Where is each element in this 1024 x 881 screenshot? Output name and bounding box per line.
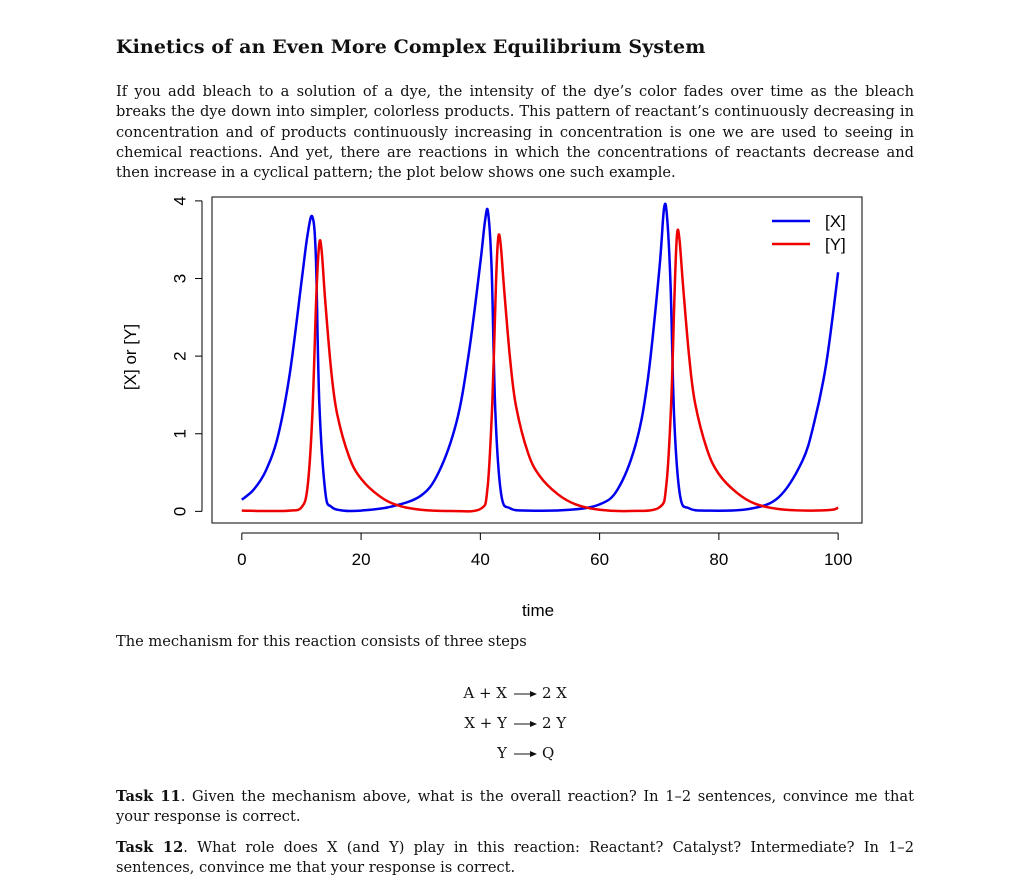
task-11: Task 11. Given the mechanism above, what…: [116, 787, 914, 828]
legend-label-x: [X]: [825, 212, 846, 231]
step-3-products: Q: [542, 744, 555, 762]
y-tick-label: 4: [171, 196, 190, 205]
task-12-label: Task 12: [116, 839, 184, 856]
reaction-arrow-icon: [514, 751, 537, 757]
y-axis: 0 1 2 3 4: [171, 196, 203, 516]
mechanism-intro: The mechanism for this reaction consists…: [116, 633, 527, 650]
legend: [X] [Y]: [772, 212, 846, 254]
x-tick-label: 0: [237, 550, 246, 569]
x-axis: 0 20 40 60 80 100: [237, 532, 852, 569]
reaction-arrow-icon: [514, 691, 537, 697]
x-tick-label: 40: [471, 550, 490, 569]
x-tick-label: 60: [590, 550, 609, 569]
mechanism-step-2: X + Y 2 Y: [430, 714, 600, 736]
y-axis-label: [X] or [Y]: [121, 324, 140, 390]
task-11-label: Task 11: [116, 788, 181, 805]
mechanism-step-1: A + X 2 X: [430, 684, 600, 706]
concentration-chart: 0 20 40 60 80 100 0 1 2 3 4 [X] [Y] time [X] or […: [121, 196, 863, 620]
plot-frame: [211, 196, 863, 524]
series-layer: [240, 202, 840, 513]
step-1-reactants: A + X: [463, 684, 507, 702]
x-tick-label: 20: [352, 550, 371, 569]
x-tick-label: 100: [824, 550, 852, 569]
page-title: Kinetics of an Even More Complex Equilib…: [116, 36, 706, 58]
legend-label-y: [Y]: [825, 235, 846, 254]
y-tick-label: 3: [171, 274, 190, 283]
step-1-products: 2 X: [542, 684, 567, 702]
task-12: Task 12. What role does X (and Y) play i…: [116, 838, 914, 879]
mechanism-step-3: Y Q: [430, 744, 600, 766]
x-axis-label: time: [522, 601, 554, 620]
y-tick-label: 2: [171, 351, 190, 360]
y-tick-label: 0: [171, 507, 190, 516]
task-12-text: . What role does X (and Y) play in this …: [116, 839, 914, 877]
step-2-reactants: X + Y: [464, 714, 507, 732]
step-2-products: 2 Y: [542, 714, 567, 732]
series-line-y: [241, 228, 839, 513]
x-tick-label: 80: [709, 550, 728, 569]
series-line-x: [240, 202, 840, 513]
y-tick-label: 1: [171, 429, 190, 438]
step-3-reactants: Y: [497, 744, 507, 762]
reaction-arrow-icon: [514, 721, 537, 727]
intro-paragraph: If you add bleach to a solution of a dye…: [116, 83, 914, 182]
task-11-text: . Given the mechanism above, what is the…: [116, 788, 914, 826]
